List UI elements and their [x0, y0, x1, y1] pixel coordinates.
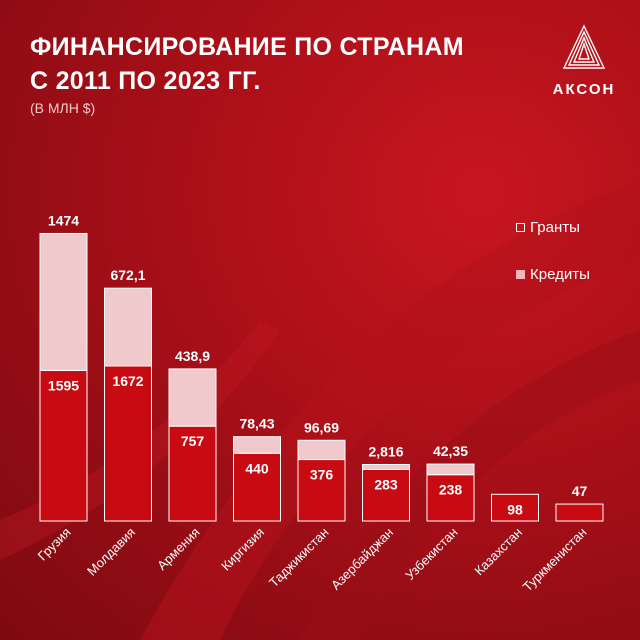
bar-label-credit-4: 376 — [310, 467, 334, 483]
bar-label-credit-7: 98 — [507, 501, 523, 517]
chart-title: ФИНАНСИРОВАНИЕ ПО СТРАНАМ С 2011 ПО 2023… — [30, 30, 464, 98]
bar-label-grant-3: 78,43 — [239, 416, 274, 432]
bar-credit-8 — [555, 503, 604, 522]
bar-grant-6 — [426, 463, 475, 476]
bar-credit-1 — [104, 365, 152, 522]
bar-label-grant-6: 42,35 — [433, 443, 468, 459]
bar-credit-5 — [362, 468, 410, 522]
bar-label-grant-2: 438,9 — [175, 348, 210, 364]
category-label-7: Казахстан — [471, 525, 525, 579]
category-label-0: Грузия — [35, 525, 74, 564]
chart-subtitle: (В МЛН $) — [30, 100, 96, 116]
bar-credit-6 — [426, 474, 475, 522]
legend-swatch-credits — [516, 269, 525, 279]
brand-name: АКСОН — [552, 81, 616, 98]
category-label-4: Таджикистан — [266, 525, 332, 591]
legend-label-grants: Гранты — [530, 218, 580, 236]
category-label-3: Киргизия — [218, 525, 267, 574]
bar-grant-3 — [233, 436, 281, 454]
title-line-2: С 2011 ПО 2023 ГГ. — [30, 67, 261, 95]
bar-label-credit-1: 1672 — [112, 373, 143, 389]
category-label-6: Узбекистан — [402, 525, 460, 583]
legend-item-grants: Гранты — [516, 216, 590, 238]
bar-credit-7 — [491, 493, 539, 522]
bar-grant-1 — [104, 287, 152, 367]
bar-label-grant-0: 1474 — [48, 212, 79, 228]
bar-label-grant-1: 672,1 — [110, 267, 145, 283]
bar-credit-0 — [39, 369, 88, 522]
akson-logo-icon — [562, 24, 606, 69]
category-label-2: Армения — [154, 525, 202, 573]
bar-grant-5 — [362, 463, 410, 470]
legend-swatch-grants — [516, 222, 525, 232]
bar-label-credit-8: 47 — [572, 483, 588, 499]
category-label-5: Азербайджан — [328, 525, 396, 593]
legend-item-credits: Кредиты — [516, 263, 590, 285]
bar-grant-4 — [297, 439, 346, 461]
bar-label-credit-3: 440 — [245, 460, 269, 476]
title-line-1: ФИНАНСИРОВАНИЕ ПО СТРАНАМ — [30, 33, 464, 61]
category-label-1: Молдавия — [84, 525, 138, 579]
bar-grant-0 — [39, 232, 88, 371]
bar-label-credit-2: 757 — [181, 433, 205, 449]
bar-credit-2 — [168, 425, 217, 522]
category-label-8: Туркменистан — [520, 525, 590, 595]
bar-label-grant-5: 2,816 — [368, 443, 403, 459]
bar-label-credit-5: 283 — [374, 476, 398, 492]
legend-label-credits: Кредиты — [530, 265, 590, 283]
bar-grant-2 — [168, 368, 217, 427]
bar-label-credit-0: 1595 — [48, 377, 79, 393]
bar-label-credit-6: 238 — [439, 482, 463, 498]
brand-logo: АКСОН — [544, 22, 624, 98]
bar-label-grant-4: 96,69 — [304, 419, 339, 435]
chart-legend: Гранты Кредиты — [516, 216, 590, 310]
